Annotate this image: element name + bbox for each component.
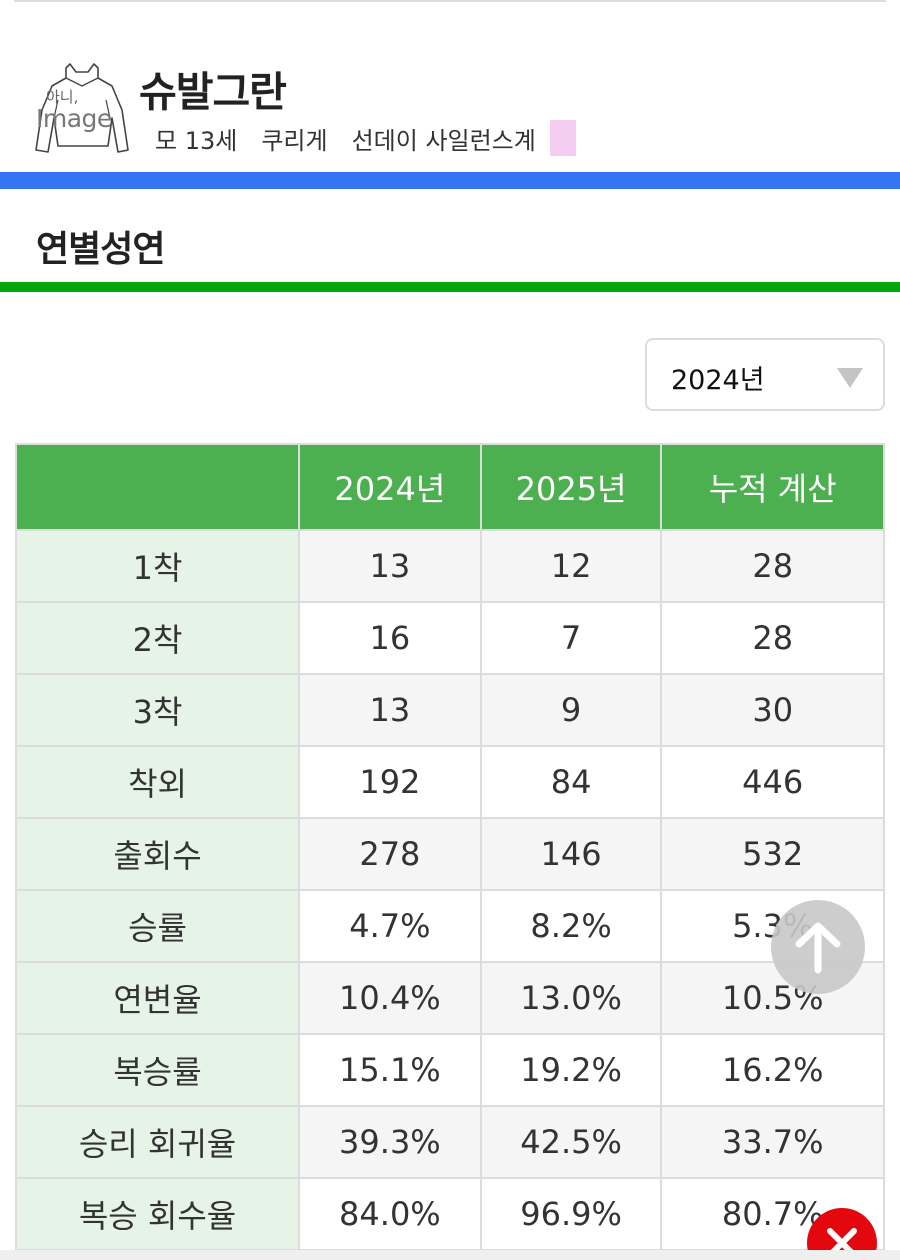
- bottom-edge: [0, 1250, 900, 1260]
- table-row: 3착 13 9 30: [14, 673, 885, 747]
- table-row: 복승 회수율 84.0% 96.9% 80.7%: [14, 1177, 885, 1251]
- cell-value: 19.2%: [479, 1033, 663, 1107]
- silk-caption-big: Image: [36, 104, 112, 133]
- horse-name: 슈발그란: [139, 68, 287, 116]
- year-select-value: 2024년: [671, 365, 765, 396]
- cell-value: 9: [479, 673, 663, 747]
- cell-value: 446: [660, 745, 885, 819]
- horse-header: 아니, Image 슈발그란 모 13세 쿠리게 선데이 사일런스계: [0, 52, 900, 162]
- cell-value: 7: [479, 601, 663, 675]
- cell-value: 96.9%: [479, 1177, 663, 1251]
- cell-value: 84: [479, 745, 663, 819]
- cell-value: 13: [298, 673, 482, 747]
- cell-value: 15.1%: [298, 1033, 482, 1107]
- header-cell-cumulative: 누적 계산: [660, 443, 885, 531]
- cell-value: 84.0%: [298, 1177, 482, 1251]
- year-select-dropdown[interactable]: 2024년: [645, 338, 885, 411]
- horse-sex-age: 모 13세: [155, 126, 238, 155]
- table-row: 1착 13 12 28: [14, 529, 885, 603]
- yearly-stats-table: 2024년 2025년 누적 계산 1착 13 12 28 2착 16 7 28…: [14, 443, 885, 1251]
- header-cell-blank: [14, 443, 301, 531]
- table-row: 연변율 10.4% 13.0% 10.5%: [14, 961, 885, 1035]
- cell-value: 33.7%: [660, 1105, 885, 1179]
- table-row: 복승률 15.1% 19.2% 16.2%: [14, 1033, 885, 1107]
- chevron-down-icon: [837, 368, 863, 388]
- row-label: 연변율: [14, 961, 301, 1035]
- cell-value: 30: [660, 673, 885, 747]
- row-label: 승리 회귀율: [14, 1105, 301, 1179]
- cell-value: 10.4%: [298, 961, 482, 1035]
- table-row: 2착 16 7 28: [14, 601, 885, 675]
- cell-value: 42.5%: [479, 1105, 663, 1179]
- row-label: 2착: [14, 601, 301, 675]
- horse-meta: 모 13세 쿠리게 선데이 사일런스계: [155, 120, 576, 156]
- cell-value: 28: [660, 601, 885, 675]
- table-row: 승리 회귀율 39.3% 42.5% 33.7%: [14, 1105, 885, 1179]
- table-row: 승률 4.7% 8.2% 5.3%: [14, 889, 885, 963]
- cell-value: 28: [660, 529, 885, 603]
- scroll-to-top-button[interactable]: [771, 900, 865, 994]
- row-label: 승률: [14, 889, 301, 963]
- row-label: 3착: [14, 673, 301, 747]
- cell-value: 16: [298, 601, 482, 675]
- table-row: 착외 192 84 446: [14, 745, 885, 819]
- header-cell-2024: 2024년: [298, 443, 482, 531]
- row-label: 착외: [14, 745, 301, 819]
- horse-sire-line: 선데이 사일런스계: [351, 126, 536, 155]
- cell-value: 278: [298, 817, 482, 891]
- row-label: 출회수: [14, 817, 301, 891]
- silk-color-swatch: [549, 120, 576, 156]
- table-row: 출회수 278 146 532: [14, 817, 885, 891]
- section-divider-green: [0, 282, 900, 292]
- cell-value: 12: [479, 529, 663, 603]
- header-cell-2025: 2025년: [479, 443, 663, 531]
- cell-value: 532: [660, 817, 885, 891]
- horse-coat-color: 쿠리게: [261, 126, 328, 155]
- cell-value: 8.2%: [479, 889, 663, 963]
- cell-value: 13.0%: [479, 961, 663, 1035]
- header-divider-blue: [0, 172, 900, 189]
- cell-value: 13: [298, 529, 482, 603]
- cell-value: 4.7%: [298, 889, 482, 963]
- row-label: 복승률: [14, 1033, 301, 1107]
- top-divider: [14, 0, 886, 2]
- cell-value: 16.2%: [660, 1033, 885, 1107]
- jacket-icon: [35, 63, 129, 153]
- cell-value: 146: [479, 817, 663, 891]
- table-header-row: 2024년 2025년 누적 계산: [14, 443, 885, 531]
- arrow-up-icon: [795, 922, 841, 974]
- section-title: 연별성연: [36, 229, 165, 270]
- row-label: 복승 회수율: [14, 1177, 301, 1251]
- jockey-silk-placeholder: 아니, Image: [32, 60, 132, 160]
- row-label: 1착: [14, 529, 301, 603]
- silk-caption-small: 아니,: [46, 88, 79, 106]
- cell-value: 39.3%: [298, 1105, 482, 1179]
- cell-value: 192: [298, 745, 482, 819]
